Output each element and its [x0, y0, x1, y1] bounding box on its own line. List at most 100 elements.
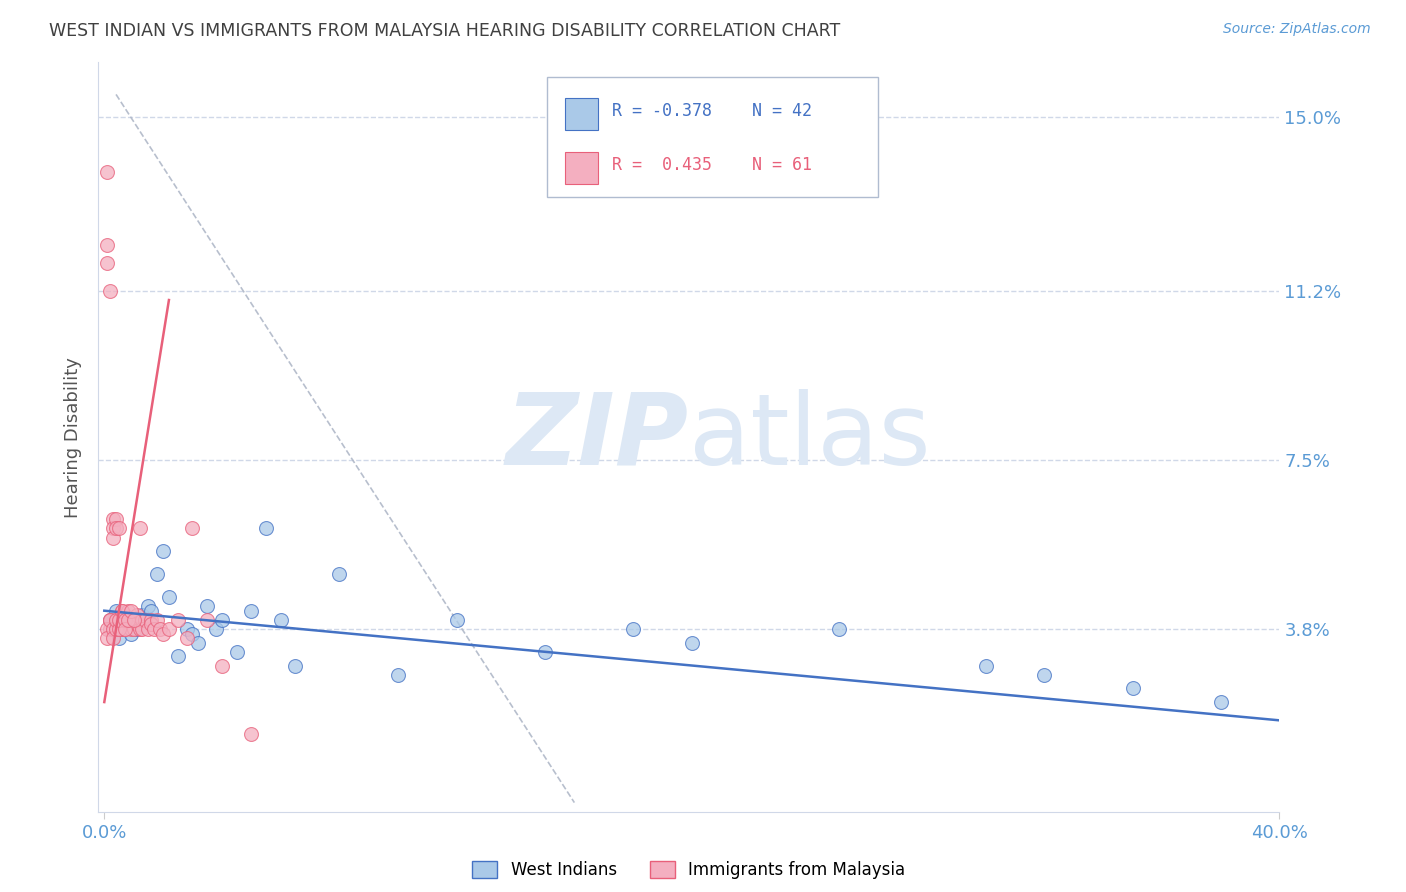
Point [101, 521, 124, 535]
Point [181, 521, 204, 535]
Point [117, 617, 139, 632]
Text: R =  0.435    N = 61: R = 0.435 N = 61 [612, 156, 813, 174]
Point [105, 622, 128, 636]
Point [152, 544, 174, 558]
Point [105, 521, 128, 535]
Point [195, 613, 218, 627]
Point [225, 645, 247, 659]
Legend: West Indians, Immigrants from Malaysia: West Indians, Immigrants from Malaysia [465, 855, 912, 886]
Point [176, 631, 198, 645]
Point [122, 613, 145, 627]
Point [205, 622, 228, 636]
Point [240, 727, 263, 741]
Point [105, 613, 128, 627]
Point [1033, 667, 1056, 681]
Point [128, 622, 150, 636]
Point [1122, 681, 1144, 696]
Point [534, 645, 557, 659]
Point [146, 613, 169, 627]
Point [114, 613, 136, 627]
Text: Source: ZipAtlas.com: Source: ZipAtlas.com [1223, 22, 1371, 37]
Point [176, 622, 198, 636]
Point [101, 512, 124, 526]
Point [105, 604, 128, 618]
Point [240, 604, 263, 618]
Point [111, 622, 134, 636]
Point [111, 604, 134, 618]
Text: ZIP: ZIP [506, 389, 689, 485]
Point [101, 631, 124, 645]
Point [111, 604, 134, 618]
Point [128, 521, 150, 535]
Point [157, 622, 180, 636]
Point [117, 604, 139, 618]
Point [387, 667, 409, 681]
Point [254, 521, 277, 535]
Point [108, 613, 131, 627]
Point [96, 256, 118, 270]
Point [105, 512, 128, 526]
Point [96, 238, 118, 252]
Point [101, 622, 124, 636]
Point [134, 613, 156, 627]
Text: atlas: atlas [689, 389, 931, 485]
Point [122, 613, 145, 627]
Point [125, 608, 148, 623]
Point [98, 613, 121, 627]
Point [114, 622, 136, 636]
Point [105, 613, 128, 627]
Point [211, 658, 233, 673]
Point [108, 521, 131, 535]
Point [128, 617, 150, 632]
Point [120, 622, 142, 636]
Point [621, 622, 644, 636]
Bar [565, 98, 598, 130]
Point [98, 284, 121, 298]
Point [108, 622, 131, 636]
Point [328, 567, 350, 582]
Point [111, 622, 134, 636]
Point [125, 617, 148, 632]
Point [101, 531, 124, 545]
Point [143, 622, 166, 636]
Point [138, 622, 160, 636]
Point [125, 622, 148, 636]
Bar [547, 78, 877, 197]
Point [120, 613, 142, 627]
Point [149, 622, 172, 636]
Text: WEST INDIAN VS IMMIGRANTS FROM MALAYSIA HEARING DISABILITY CORRELATION CHART: WEST INDIAN VS IMMIGRANTS FROM MALAYSIA … [49, 22, 841, 40]
Point [108, 631, 131, 645]
Point [111, 613, 134, 627]
Point [152, 626, 174, 640]
Bar [565, 153, 598, 184]
Point [141, 617, 163, 632]
Point [141, 604, 163, 618]
Point [211, 613, 233, 627]
Point [117, 613, 139, 627]
Point [681, 635, 703, 649]
Point [122, 613, 145, 627]
Point [828, 622, 851, 636]
Point [974, 658, 997, 673]
Point [141, 613, 163, 627]
Point [284, 658, 307, 673]
Point [166, 613, 188, 627]
Point [114, 613, 136, 627]
Point [146, 567, 169, 582]
Text: R = -0.378    N = 42: R = -0.378 N = 42 [612, 102, 813, 120]
Point [108, 613, 131, 627]
Y-axis label: Hearing Disability: Hearing Disability [65, 357, 83, 517]
Point [96, 622, 118, 636]
Point [117, 613, 139, 627]
Point [157, 590, 180, 604]
Point [101, 622, 124, 636]
Point [114, 608, 136, 623]
Point [98, 613, 121, 627]
Point [96, 165, 118, 179]
Point [1209, 695, 1232, 709]
Point [96, 631, 118, 645]
Point [120, 626, 142, 640]
Point [134, 613, 156, 627]
Point [446, 613, 468, 627]
Point [108, 613, 131, 627]
